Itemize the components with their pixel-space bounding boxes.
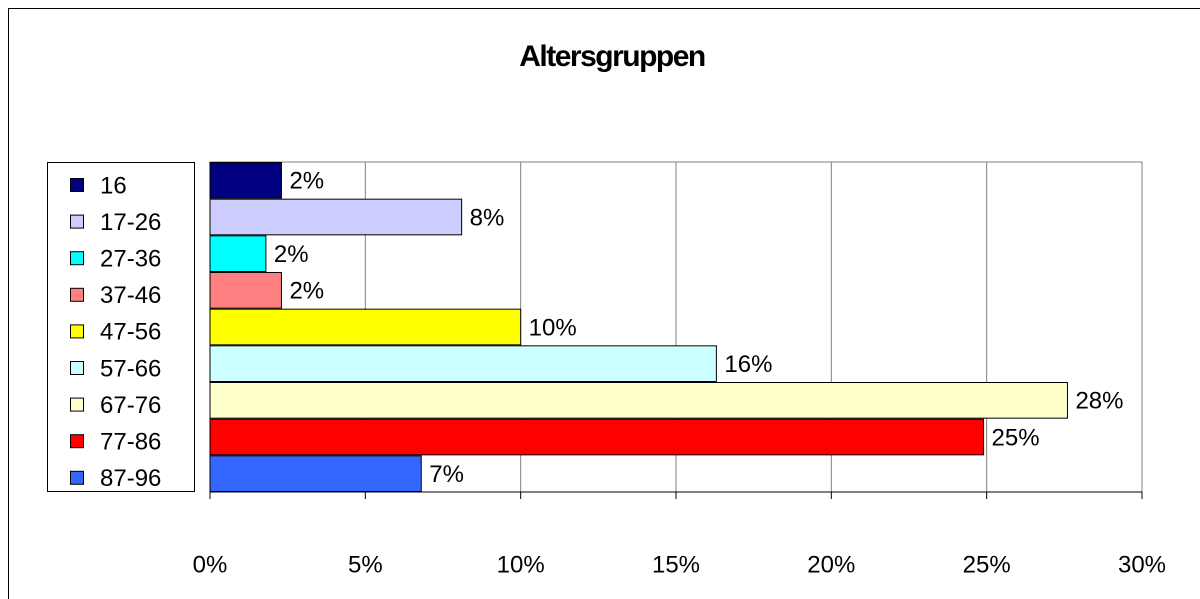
data-label: 7% <box>429 461 464 488</box>
bar <box>209 345 717 383</box>
legend-swatch <box>70 324 84 339</box>
bar <box>209 308 522 346</box>
data-label: 2% <box>274 241 309 268</box>
data-label: 2% <box>289 168 324 195</box>
bar <box>209 162 282 199</box>
x-tick-label: 25% <box>963 551 1011 578</box>
legend-label: 16 <box>100 172 127 199</box>
data-label: 25% <box>992 424 1040 451</box>
bar <box>209 198 463 236</box>
legend-swatch <box>70 251 84 266</box>
legend-label: 47-56 <box>100 319 161 346</box>
legend-swatch <box>70 178 84 192</box>
legend-label: 77-86 <box>100 429 161 456</box>
legend-swatch <box>70 397 84 412</box>
legend-swatch <box>70 214 84 229</box>
bar <box>209 455 422 493</box>
bar <box>209 235 267 272</box>
data-label: 8% <box>470 204 505 231</box>
legend-label: 57-66 <box>100 355 161 382</box>
data-label: 16% <box>724 351 772 378</box>
legend-label: 87-96 <box>100 465 161 492</box>
x-tick-label: 0% <box>193 551 228 578</box>
legend-label: 27-36 <box>100 246 161 273</box>
legend-swatch <box>70 287 84 302</box>
legend-swatch <box>70 434 84 449</box>
legend-label: 37-46 <box>100 282 161 309</box>
legend-label: 17-26 <box>100 209 161 236</box>
bar <box>209 418 985 456</box>
bar <box>209 382 1068 419</box>
x-tick-label: 20% <box>807 551 855 578</box>
x-tick-label: 30% <box>1118 551 1166 578</box>
legend-swatch <box>70 470 84 485</box>
x-tick-label: 15% <box>652 551 700 578</box>
data-label: 2% <box>289 278 324 305</box>
legend-label: 67-76 <box>100 392 161 419</box>
x-tick-label: 5% <box>348 551 383 578</box>
bar <box>209 272 282 309</box>
chart-title: Altersgruppen <box>519 40 705 73</box>
x-tick-label: 10% <box>497 551 545 578</box>
data-label: 28% <box>1075 388 1123 415</box>
legend-swatch <box>70 361 84 375</box>
data-label: 10% <box>529 314 577 341</box>
